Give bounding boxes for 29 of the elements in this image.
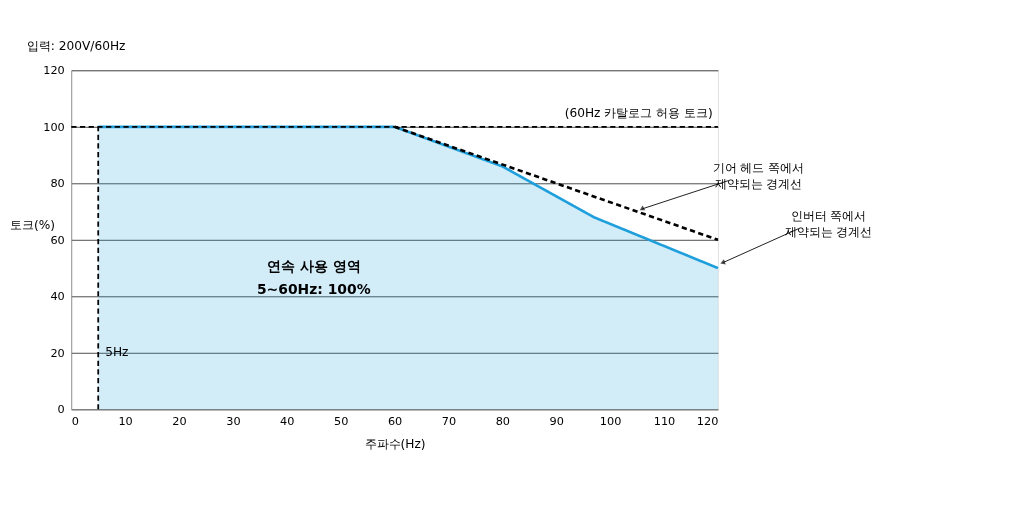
ref-line-label: (60Hz 카탈로그 허용 토크)	[564, 106, 713, 121]
x-tick-label: 50	[333, 415, 349, 429]
y-tick-label: 120	[43, 64, 65, 78]
y-tick-label: 20	[50, 346, 65, 360]
x-tick-label: 10	[118, 415, 133, 429]
chart-title: 입력: 200V/60Hz	[26, 39, 126, 54]
annotation: 5~60Hz: 100%	[256, 280, 371, 297]
y-tick-label: 100	[43, 120, 65, 134]
annotation: 인버터 쪽에서 제약되는 경계선	[784, 209, 873, 239]
annotation: 기어 헤드 쪽에서 제약되는 경계선	[712, 161, 805, 191]
x-tick-label: 0	[71, 415, 79, 429]
x-tick-label: 90	[549, 415, 564, 429]
y-axis-title: 토크(%)	[10, 217, 56, 232]
annotation: 연속 사용 영역	[266, 258, 361, 275]
y-tick-label: 40	[50, 290, 65, 304]
x-tick-label: 30	[226, 415, 241, 429]
ref-line-label: 5Hz	[105, 345, 129, 360]
y-tick-label: 0	[57, 403, 65, 417]
x-tick-label: 60	[387, 415, 403, 429]
x-tick-label: 120	[696, 415, 719, 429]
x-tick-label: 40	[280, 415, 295, 429]
y-tick-label: 60	[50, 233, 65, 247]
x-tick-label: 20	[172, 415, 187, 429]
y-tick-label: 80	[50, 177, 65, 191]
x-tick-label: 100	[599, 415, 622, 429]
x-tick-label: 110	[653, 415, 676, 429]
x-tick-label: 80	[495, 415, 511, 429]
x-axis-title: 주파수(Hz)	[364, 437, 426, 452]
x-tick-label: 70	[441, 415, 457, 429]
